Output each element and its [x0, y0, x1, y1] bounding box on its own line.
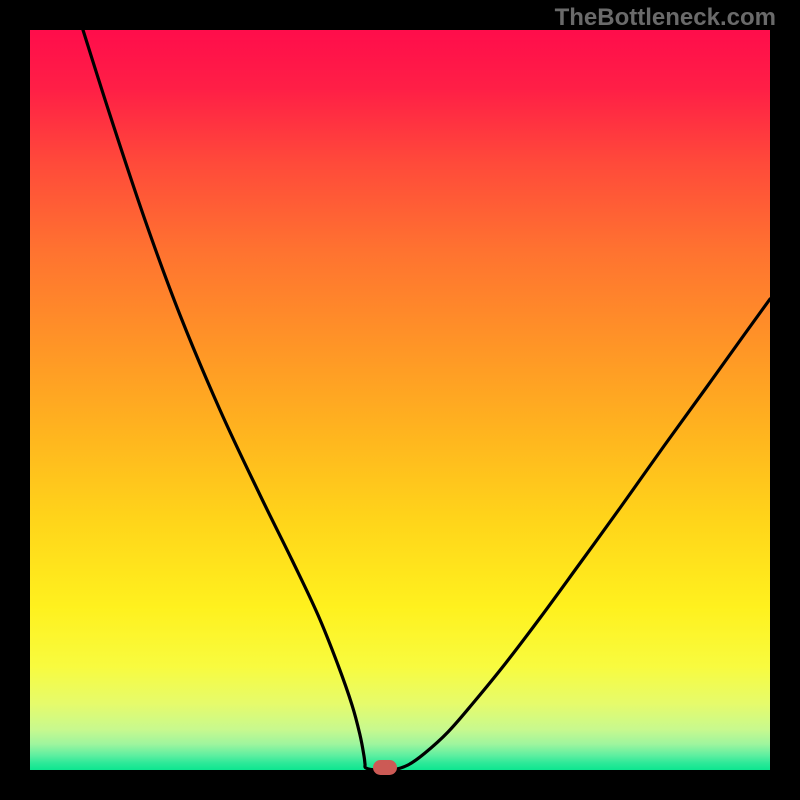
- plot-area: [30, 30, 770, 770]
- watermark-text: TheBottleneck.com: [555, 4, 776, 32]
- optimal-marker: [373, 760, 397, 775]
- gradient-background: [30, 30, 770, 770]
- chart-container: TheBottleneck.com: [0, 0, 800, 800]
